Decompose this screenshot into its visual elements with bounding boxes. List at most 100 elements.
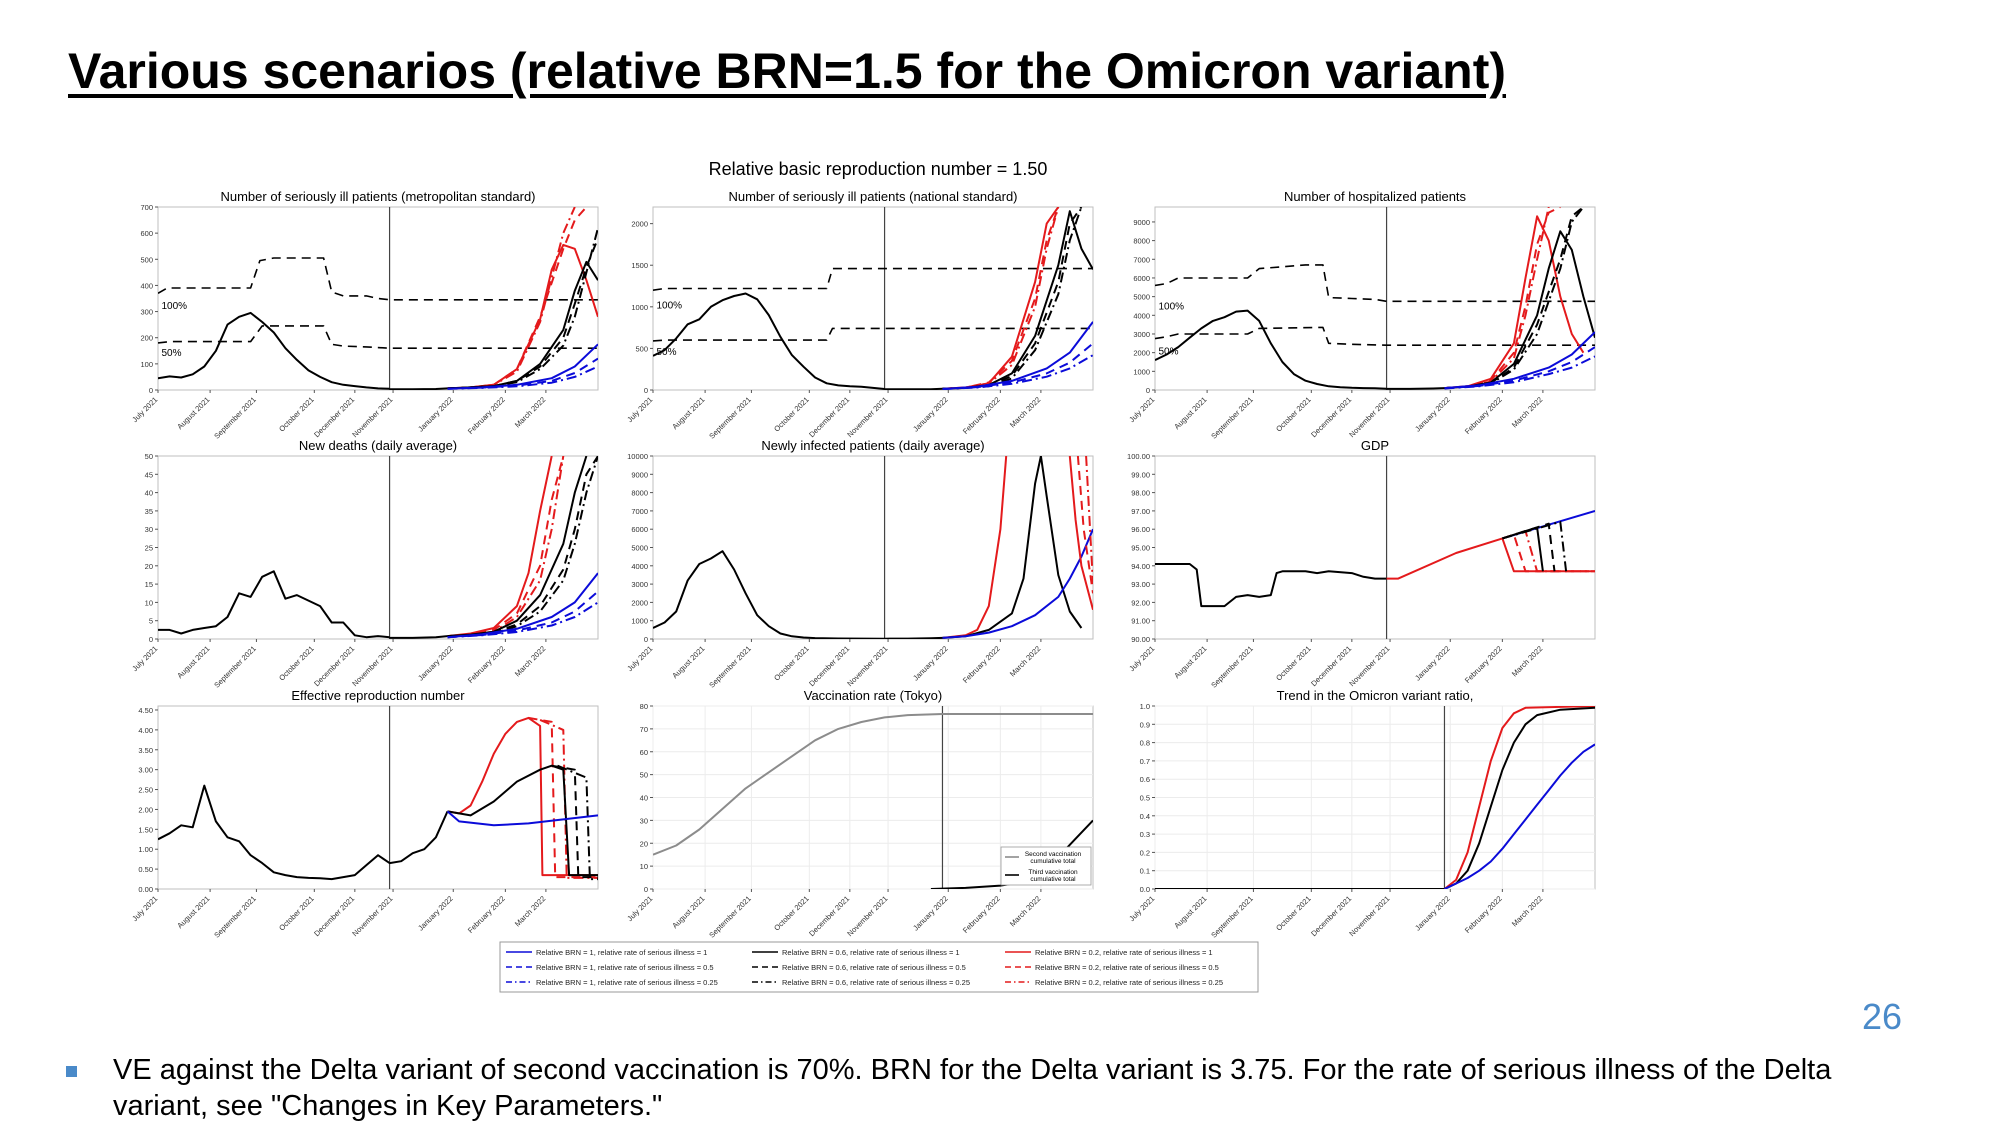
y-tick-label: 5000 (1133, 293, 1150, 302)
x-tick-label: September 2021 (1209, 395, 1255, 441)
x-tick-label: July 2021 (130, 894, 159, 923)
series-line-2 (1443, 706, 1595, 889)
x-tick-label: August 2021 (1172, 395, 1208, 431)
x-tick-label: July 2021 (1127, 894, 1156, 923)
y-tick-label: 100 (140, 360, 153, 369)
x-tick-label: March 2022 (1008, 644, 1042, 678)
x-tick-label: February 2022 (961, 395, 1002, 436)
series-line-6 (447, 207, 588, 390)
x-tick-label: February 2022 (961, 894, 1002, 935)
series-line-10 (447, 590, 598, 639)
series-line-8 (1085, 456, 1093, 585)
y-tick-label: 6000 (1133, 274, 1150, 283)
series-line-1 (653, 292, 885, 390)
reference-level-label: 50% (656, 347, 676, 358)
y-tick-label: 3000 (1133, 330, 1150, 339)
legend-label: Relative BRN = 0.2, relative rate of ser… (1035, 948, 1213, 957)
y-tick-label: 2000 (1133, 349, 1150, 358)
series-line-6 (551, 764, 598, 879)
x-tick-label: March 2022 (513, 395, 547, 429)
x-tick-label: August 2021 (175, 894, 211, 930)
x-tick-label: February 2022 (1463, 395, 1504, 436)
reference-level-label: 50% (161, 348, 181, 359)
series-line-9 (942, 207, 1083, 390)
x-tick-label: August 2021 (1172, 894, 1208, 930)
series-line-1 (1155, 563, 1387, 608)
reference-level-label: 100% (161, 301, 187, 312)
y-tick-label: 94.00 (1131, 562, 1150, 571)
x-tick-label: January 2022 (911, 894, 950, 933)
y-tick-label: 0.2 (1140, 848, 1150, 857)
series-line-1 (1155, 309, 1387, 390)
series-line-5 (942, 528, 1093, 639)
x-tick-label: November 2021 (1347, 894, 1391, 938)
y-tick-label: 0 (644, 885, 648, 894)
x-tick-label: July 2021 (130, 395, 159, 424)
x-tick-label: February 2022 (466, 644, 507, 685)
series-line-13 (447, 365, 598, 390)
y-tick-label: 10 (640, 862, 648, 871)
y-tick-label: 1000 (631, 303, 648, 312)
x-tick-label: November 2021 (350, 644, 394, 688)
y-tick-label: 4.00 (138, 726, 153, 735)
x-tick-label: January 2022 (1413, 644, 1452, 683)
y-tick-label: 20 (145, 562, 153, 571)
x-tick-label: August 2021 (175, 644, 211, 680)
chart-title: GDP (1361, 438, 1389, 453)
figure-title: Relative basic reproduction number = 1.5… (709, 159, 1048, 179)
chart-panel-1: Number of seriously ill patients (metrop… (130, 189, 599, 441)
y-tick-label: 200 (140, 334, 153, 343)
y-tick-label: 91.00 (1131, 617, 1150, 626)
y-tick-label: 0.3 (1140, 830, 1150, 839)
x-tick-label: October 2021 (1274, 395, 1313, 434)
chart-panel-6: GDP 90.00 91.00 92.00 93.00 94.00 95.00 96.00 97… (1127, 438, 1596, 690)
reference-level-label: 100% (1158, 302, 1184, 313)
y-tick-label: 3.00 (138, 766, 153, 775)
x-tick-label: January 2022 (416, 644, 455, 683)
y-tick-label: 97.00 (1131, 507, 1150, 516)
x-tick-label: August 2021 (670, 644, 706, 680)
plot-area (652, 455, 1094, 640)
legend-label: Relative BRN = 0.6, relative rate of ser… (782, 963, 966, 972)
series-line-7 (1502, 522, 1556, 572)
x-tick-label: January 2022 (416, 894, 455, 933)
y-tick-label: 1000 (631, 617, 648, 626)
reference-level-label: 100% (656, 300, 682, 311)
chart-panel-4: New deaths (daily average) 0 5 10 15 20 25 30 35… (130, 438, 599, 690)
y-tick-label: 80 (640, 702, 648, 711)
y-tick-label: 70 (640, 725, 648, 734)
x-tick-label: July 2021 (1127, 395, 1156, 424)
y-tick-label: 5 (149, 617, 153, 626)
chart-title: Number of seriously ill patients (metrop… (220, 189, 535, 204)
y-tick-label: 20 (640, 839, 648, 848)
legend-label: Second vaccination cumulative total (1025, 851, 1082, 865)
chart-panel-3: Number of hospitalized patients 0 1000 2000… (1127, 189, 1596, 441)
series-line-2 (1155, 264, 1595, 303)
legend-label: Relative BRN = 1, relative rate of serio… (536, 963, 714, 972)
series-line-1 (158, 311, 390, 390)
series-line-4 (389, 387, 448, 390)
x-tick-label: September 2021 (212, 644, 258, 690)
y-tick-label: 50 (640, 771, 648, 780)
y-tick-label: 500 (635, 344, 648, 353)
y-tick-label: 0 (149, 635, 153, 644)
y-tick-label: 50 (145, 452, 153, 461)
x-tick-label: November 2021 (845, 894, 889, 938)
y-tick-label: 0.4 (1140, 812, 1150, 821)
y-tick-label: 1.0 (1140, 702, 1150, 711)
y-tick-label: 3000 (631, 580, 648, 589)
x-tick-label: October 2021 (772, 395, 811, 434)
y-tick-label: 0 (1146, 386, 1150, 395)
series-line-7 (557, 764, 598, 881)
y-tick-label: 10000 (627, 452, 648, 461)
legend-label: Relative BRN = 0.2, relative rate of ser… (1035, 978, 1223, 987)
x-tick-label: August 2021 (1172, 644, 1208, 680)
x-tick-label: November 2021 (1347, 644, 1391, 688)
x-tick-label: November 2021 (350, 395, 394, 439)
y-tick-label: 45 (145, 470, 153, 479)
y-tick-label: 60 (640, 748, 648, 757)
series-line-2 (884, 636, 943, 639)
y-tick-label: 7000 (1133, 255, 1150, 264)
y-tick-label: 0 (149, 386, 153, 395)
